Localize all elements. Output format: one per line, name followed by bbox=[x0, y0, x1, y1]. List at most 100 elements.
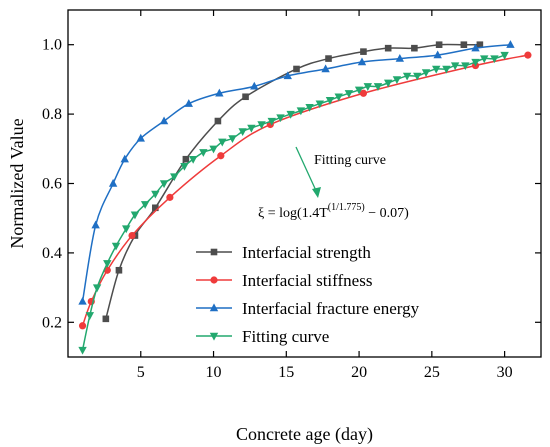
axis-ticks: 5 10 15 20 25 30 0.2 0.4 0.6 0.8 1.0 bbox=[42, 10, 541, 381]
data-point bbox=[78, 296, 87, 305]
legend-label: Interfacial strength bbox=[242, 243, 371, 262]
data-point bbox=[103, 260, 112, 268]
data-point bbox=[286, 110, 295, 119]
data-point bbox=[392, 76, 402, 84]
data-point bbox=[433, 50, 442, 59]
annotation-arrow-head bbox=[312, 187, 321, 198]
series-line bbox=[81, 43, 511, 302]
data-point bbox=[359, 89, 368, 97]
x-tick-label: 25 bbox=[424, 364, 440, 381]
data-point bbox=[267, 117, 276, 126]
y-tick-label: 0.6 bbox=[42, 176, 62, 193]
data-point bbox=[411, 44, 418, 52]
data-point bbox=[85, 312, 95, 320]
data-point bbox=[305, 103, 314, 112]
x-tick-label: 5 bbox=[137, 364, 145, 381]
data-point bbox=[432, 65, 441, 74]
data-point bbox=[476, 41, 484, 48]
data-point bbox=[217, 152, 225, 160]
data-point bbox=[480, 55, 489, 64]
data-point bbox=[215, 88, 224, 97]
data-point bbox=[296, 107, 306, 116]
data-point bbox=[199, 149, 208, 157]
data-point bbox=[435, 41, 443, 48]
legend-label: Fitting curve bbox=[242, 327, 329, 346]
data-point bbox=[471, 43, 480, 52]
data-point bbox=[209, 145, 218, 154]
y-tick-label: 0.4 bbox=[42, 245, 62, 262]
x-tick-label: 30 bbox=[497, 364, 513, 381]
data-point bbox=[78, 346, 87, 355]
series-3 bbox=[78, 40, 515, 305]
data-point bbox=[283, 71, 292, 80]
data-point bbox=[257, 121, 266, 130]
legend: Interfacial strength Interfacial stiffnes… bbox=[196, 243, 420, 346]
data-point bbox=[140, 201, 150, 209]
data-point bbox=[182, 155, 190, 163]
data-point bbox=[108, 178, 118, 187]
data-point bbox=[321, 64, 330, 73]
legend-marker bbox=[210, 276, 218, 284]
data-point bbox=[218, 138, 227, 147]
data-point bbox=[373, 83, 383, 91]
data-point bbox=[91, 220, 100, 229]
y-axis-label: Normalized Value bbox=[7, 118, 27, 248]
data-point bbox=[214, 117, 222, 125]
data-point bbox=[242, 93, 249, 101]
x-tick-label: 15 bbox=[278, 364, 294, 381]
data-point bbox=[344, 90, 354, 98]
data-point bbox=[115, 266, 123, 274]
legend-item: Fitting curve bbox=[196, 327, 329, 346]
data-point bbox=[490, 55, 499, 64]
data-point bbox=[357, 57, 367, 66]
data-point bbox=[170, 173, 179, 182]
data-point bbox=[250, 81, 259, 90]
data-point bbox=[78, 322, 87, 330]
legend-item: Interfacial stiffness bbox=[196, 271, 372, 290]
formula-exponent: (1/1.775) bbox=[328, 202, 365, 213]
data-point bbox=[325, 97, 335, 105]
data-point bbox=[402, 72, 412, 81]
data-point bbox=[395, 53, 405, 62]
data-point bbox=[188, 156, 198, 164]
legend-label: Interfacial stiffness bbox=[242, 271, 372, 290]
annotation-label: Fitting curve bbox=[314, 153, 386, 168]
data-point bbox=[111, 242, 121, 251]
data-point bbox=[151, 190, 160, 199]
data-point bbox=[354, 86, 364, 95]
data-point bbox=[450, 62, 460, 71]
y-tick-label: 1.0 bbox=[42, 37, 62, 54]
data-point bbox=[159, 180, 169, 189]
data-point bbox=[238, 128, 247, 137]
formula-suffix: − 0.07) bbox=[365, 206, 409, 221]
data-point bbox=[506, 40, 515, 48]
y-tick-label: 0.2 bbox=[42, 314, 62, 331]
series-line bbox=[81, 54, 529, 327]
data-point bbox=[421, 69, 431, 78]
data-point bbox=[334, 93, 343, 102]
data-point bbox=[413, 72, 422, 81]
data-point bbox=[460, 41, 468, 48]
data-point bbox=[293, 65, 300, 73]
annotation-formula: ξ = log(1.4T(1/1.775) − 0.07) bbox=[258, 202, 409, 221]
data-point bbox=[130, 211, 140, 220]
data-point bbox=[500, 51, 509, 60]
series-layer bbox=[78, 40, 532, 355]
formula-prefix: ξ = log(1.4T bbox=[258, 206, 328, 221]
data-point bbox=[159, 116, 169, 125]
data-point bbox=[247, 124, 256, 133]
data-point bbox=[442, 65, 451, 74]
legend-item: Interfacial fracture energy bbox=[196, 299, 420, 318]
x-axis-label: Concrete age (day) bbox=[236, 424, 373, 445]
data-point bbox=[136, 133, 145, 142]
data-point bbox=[228, 135, 237, 143]
series-4 bbox=[78, 51, 509, 355]
data-point bbox=[471, 58, 480, 67]
data-point bbox=[383, 79, 393, 88]
y-tick-label: 0.8 bbox=[42, 106, 62, 123]
data-point bbox=[122, 225, 131, 234]
data-point bbox=[315, 100, 324, 109]
legend-label: Interfacial fracture energy bbox=[242, 299, 420, 318]
data-point bbox=[102, 315, 110, 323]
